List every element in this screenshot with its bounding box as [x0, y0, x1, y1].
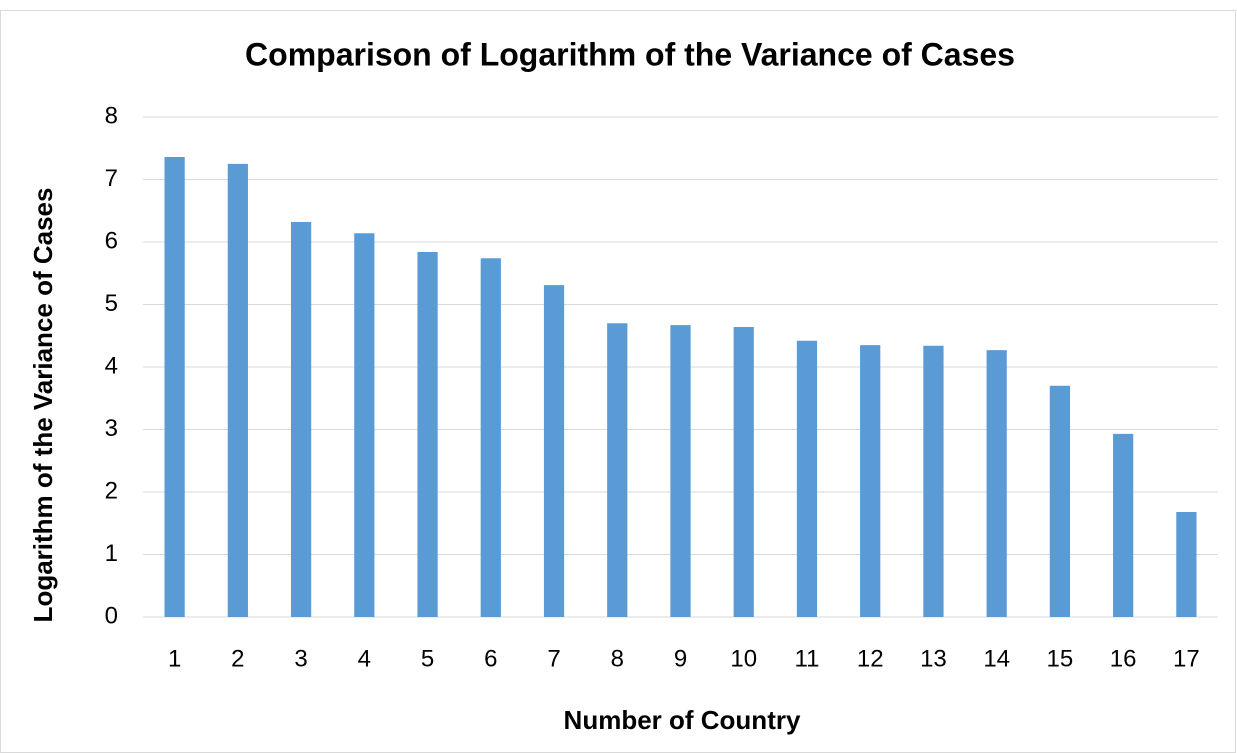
bar: [164, 157, 185, 617]
y-tick-label: 6: [105, 227, 118, 254]
x-tick-label: 9: [674, 645, 687, 672]
x-tick-label: 6: [484, 645, 497, 672]
bar: [1176, 512, 1197, 617]
x-tick-label: 4: [358, 645, 371, 672]
x-tick-label: 16: [1110, 645, 1137, 672]
x-tick-label: 2: [231, 645, 244, 672]
bar: [1113, 433, 1134, 617]
bar: [543, 285, 565, 617]
bar: [607, 323, 628, 617]
y-axis-title: Logarithm of the Variance of Cases: [28, 188, 58, 623]
y-tick-label: 5: [105, 290, 118, 317]
y-tick-label: 1: [105, 540, 118, 567]
x-axis-title: Number of Country: [564, 705, 801, 735]
bar: [290, 222, 312, 617]
bar: [733, 327, 754, 617]
bar: [417, 252, 438, 617]
x-tick-label: 7: [547, 645, 560, 672]
x-tick-label: 11: [795, 645, 820, 672]
bar: [1049, 385, 1071, 617]
bar: [796, 340, 818, 617]
x-tick-label: 8: [611, 645, 624, 672]
y-tick-label: 3: [105, 415, 118, 442]
bar: [354, 233, 375, 617]
bar: [670, 325, 691, 617]
bar: [860, 345, 881, 617]
y-tick-label: 4: [105, 352, 118, 379]
x-tick-label: 13: [920, 645, 947, 672]
bar: [923, 345, 944, 617]
bar: [480, 258, 501, 617]
bar: [227, 163, 248, 617]
y-tick-label: 8: [105, 102, 118, 129]
x-tick-label: 3: [294, 645, 307, 672]
x-tick-label: 17: [1173, 645, 1200, 672]
y-tick-label: 2: [105, 477, 118, 504]
y-tick-label: 7: [105, 165, 118, 192]
x-tick-label: 10: [730, 645, 757, 672]
bar: [986, 350, 1007, 617]
x-tick-label: 1: [168, 645, 181, 672]
x-tick-label: 12: [857, 645, 884, 672]
x-tick-label: 5: [421, 645, 434, 672]
y-tick-label: 0: [105, 602, 118, 629]
x-tick-label: 15: [1047, 645, 1074, 672]
x-tick-label: 14: [983, 645, 1010, 672]
chart-title: Comparison of Logarithm of the Variance …: [245, 36, 1015, 72]
